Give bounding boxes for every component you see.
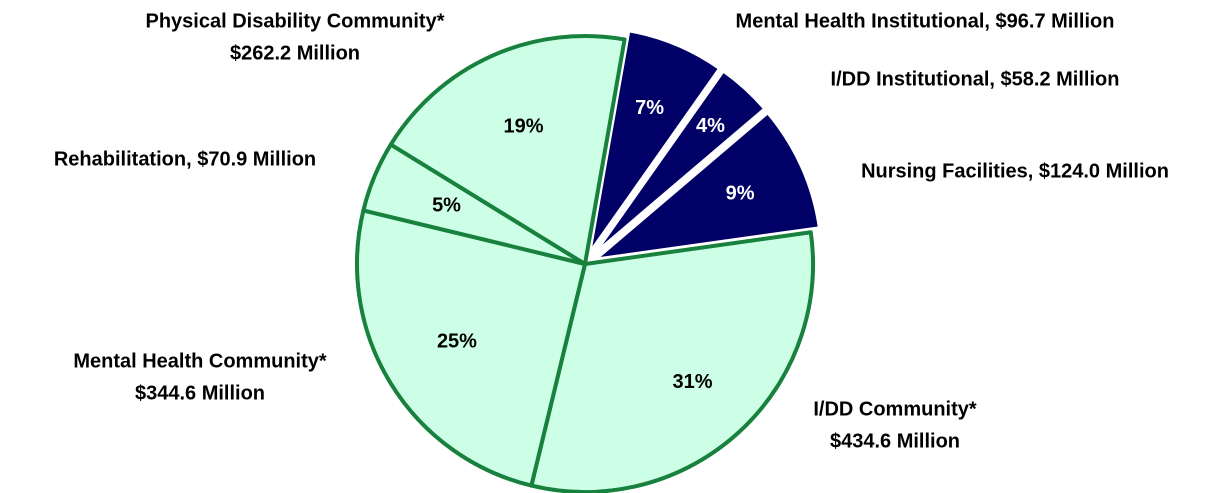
slice-label: Mental Health Community* xyxy=(73,350,327,372)
pie-slice xyxy=(592,110,822,262)
pie-slice xyxy=(355,208,587,488)
percent-label: 5% xyxy=(432,195,461,217)
slice-label: Nursing Facilities, $124.0 Million xyxy=(861,160,1169,182)
slice-label: I/DD Institutional, $58.2 Million xyxy=(831,68,1120,90)
slice-label: Rehabilitation, $70.9 Million xyxy=(54,148,316,170)
percent-label: 19% xyxy=(503,115,543,137)
percent-label: 4% xyxy=(696,115,725,137)
pie-slice xyxy=(529,230,815,493)
pie-slice xyxy=(388,34,627,266)
slice-label: I/DD Community* xyxy=(813,398,977,420)
slice-label: Physical Disability Community* xyxy=(146,10,445,32)
pie-slice xyxy=(589,68,768,259)
percent-label: 9% xyxy=(726,183,755,205)
slice-label: $344.6 Million xyxy=(135,382,265,404)
pie-slice xyxy=(586,28,723,257)
percent-label: 25% xyxy=(437,330,477,352)
slice-label: Mental Health Institutional, $96.7 Milli… xyxy=(736,10,1115,32)
slice-label: $434.6 Million xyxy=(830,430,960,452)
percent-label: 31% xyxy=(672,371,712,393)
slice-label: $262.2 Million xyxy=(230,42,360,64)
percent-label: 7% xyxy=(635,97,664,119)
